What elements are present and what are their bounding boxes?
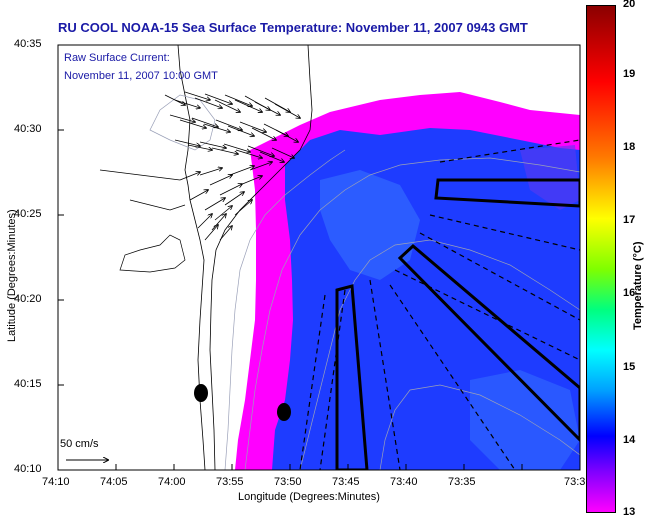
colorbar-tick: 14 <box>623 434 636 446</box>
sst-patch <box>320 170 420 280</box>
scale-label: 50 cm/s <box>60 438 99 450</box>
station-marker <box>277 403 291 421</box>
x-tick: 74:00 <box>158 476 186 488</box>
y-tick: 40:25 <box>14 208 42 220</box>
transect-lines <box>299 139 580 470</box>
x-tick: 73:55 <box>216 476 244 488</box>
station-marker <box>194 384 208 402</box>
temperature-colorbar <box>586 5 616 513</box>
colorbar-title: Temperature (°C) <box>632 241 644 330</box>
sst-patch <box>520 145 580 210</box>
x-tick: 73:35 <box>448 476 476 488</box>
coastline-barrier <box>209 45 313 470</box>
colorbar-tick: 16 <box>623 287 636 299</box>
plot-frame <box>57 44 581 471</box>
x-axis-title: Longitude (Degrees:Minutes) <box>238 491 380 503</box>
colorbar-tick: 18 <box>623 141 636 153</box>
coastline <box>177 45 206 470</box>
axis-ticks <box>57 44 523 471</box>
colorbar-tick: 19 <box>623 68 636 80</box>
colorbar-tick: 17 <box>623 214 636 226</box>
x-tick: 73:50 <box>274 476 302 488</box>
x-tick: 74:05 <box>100 476 128 488</box>
x-tick: 73:40 <box>390 476 418 488</box>
colorbar-tick: 13 <box>623 506 636 518</box>
sampling-boxes <box>335 178 580 470</box>
current-time: November 11, 2007 10:00 GMT <box>64 70 218 82</box>
colorbar-tick: 15 <box>623 361 636 373</box>
x-tick: 74:10 <box>42 476 70 488</box>
y-tick: 40:10 <box>14 463 42 475</box>
bay-shoreline <box>119 234 186 273</box>
y-tick: 40:35 <box>14 38 42 50</box>
river <box>99 169 186 211</box>
current-label: Raw Surface Current: <box>64 52 170 64</box>
y-tick: 40:20 <box>14 293 42 305</box>
colorbar-tick: 20 <box>623 0 636 10</box>
x-tick: 73:3 <box>564 476 586 488</box>
surface-current-vectors <box>164 91 300 241</box>
y-tick: 40:15 <box>14 378 42 390</box>
x-tick: 73:45 <box>332 476 360 488</box>
map-title: RU COOL NOAA-15 Sea Surface Temperature:… <box>58 20 528 35</box>
bathymetry-contours <box>149 94 580 470</box>
y-axis-title: Latitude (Degrees:Minutes) <box>6 209 18 342</box>
y-tick: 40:30 <box>14 123 42 135</box>
